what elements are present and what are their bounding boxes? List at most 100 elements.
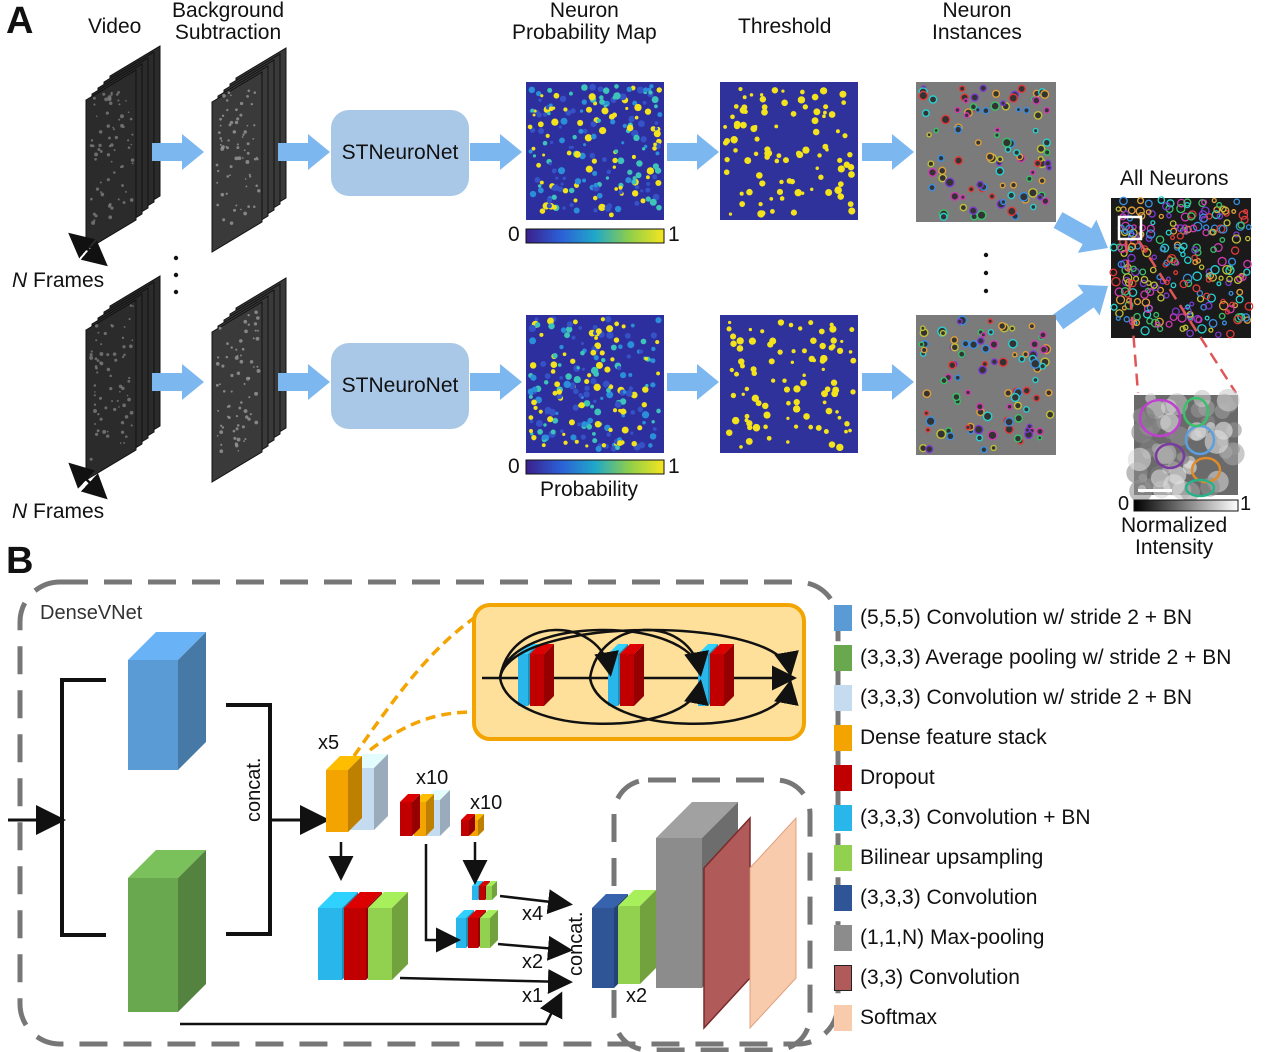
threshold-blob (825, 189, 833, 197)
threshold-blob (828, 111, 836, 118)
cube-top (400, 794, 420, 802)
stneuronet-label-bottom: STNeuroNet (341, 374, 459, 397)
cube-front (468, 918, 478, 948)
map-blob (631, 154, 636, 160)
instance-outline (990, 101, 1000, 111)
legend-swatch (834, 885, 852, 911)
frame-speck (229, 221, 234, 225)
frame-speck (94, 365, 98, 368)
map-blob (555, 411, 559, 415)
frame-speck (123, 441, 126, 444)
threshold-blob (848, 428, 852, 433)
frame-speck (111, 400, 114, 403)
cube-front (656, 838, 702, 988)
map-blob (642, 420, 646, 425)
instance-outline (968, 186, 975, 193)
frame-speck (256, 316, 260, 320)
map-blob (533, 405, 538, 411)
map-blob (656, 87, 662, 93)
map-blob (634, 103, 642, 112)
frame-speck (106, 153, 111, 157)
all-neurons-outline (1128, 288, 1138, 297)
frame-speck (227, 139, 230, 142)
map-blob (624, 332, 631, 339)
all-neurons-outline (1121, 305, 1127, 311)
frame-layer (211, 301, 263, 483)
frame-speck (102, 92, 106, 96)
threshold-blob (836, 443, 844, 452)
all-neurons-outline (1197, 324, 1207, 334)
threshold-blob (850, 389, 856, 395)
map-blob (536, 162, 542, 168)
frame-speck (118, 384, 123, 389)
callout-leader-top (352, 616, 476, 758)
all-neurons-outline (1140, 326, 1150, 336)
frame-speck (117, 198, 120, 201)
map-blob (590, 121, 597, 128)
map-blob (612, 165, 616, 169)
frame-speck (112, 126, 114, 129)
header-threshold: Threshold (738, 15, 832, 38)
frame-speck (237, 450, 240, 452)
all-neurons-outline (1243, 259, 1252, 269)
frame-speck (125, 99, 127, 102)
threshold-blob (738, 87, 743, 92)
frame-speck (222, 389, 226, 393)
map-blob (627, 341, 635, 349)
all-neurons-outline (1150, 220, 1156, 226)
all-neurons-outline (1163, 259, 1171, 267)
map-blob (608, 212, 614, 218)
map-blob (548, 106, 554, 112)
frame-speck (132, 305, 134, 307)
map-blob (656, 408, 661, 414)
threshold-blob (774, 124, 779, 129)
callout-skip-lower (498, 677, 709, 725)
threshold-blob (819, 87, 828, 95)
threshold-blob (811, 117, 819, 125)
threshold-blob (825, 407, 833, 415)
instance-outline (1009, 325, 1016, 332)
map-blob (596, 118, 601, 123)
map-blob (529, 362, 537, 369)
ellipsis-dot (173, 272, 179, 278)
all-neurons-outline (1166, 212, 1172, 219)
threshold-blob (730, 392, 737, 399)
probability-map-bottom (526, 315, 664, 453)
frame-speck (107, 95, 112, 100)
all-neurons-outline (1205, 276, 1212, 283)
video-stack-top (85, 45, 161, 251)
zoom-texture (1221, 442, 1245, 466)
map-blob (527, 124, 533, 130)
frame-speck (117, 91, 121, 94)
all-neurons-outline (1187, 212, 1196, 221)
frame-speck (239, 101, 244, 106)
instance-outline (1038, 177, 1046, 185)
map-blob (572, 134, 577, 140)
threshold-blob (793, 398, 800, 406)
threshold-blob (739, 191, 744, 196)
map-blob (573, 198, 578, 203)
all-neurons-outline (1229, 301, 1236, 308)
flow-arrow-top (862, 134, 914, 170)
all-neurons-outline (1186, 329, 1194, 338)
map-blob (553, 92, 560, 99)
all-neurons-outline (1198, 199, 1207, 208)
all-neurons-outline (1178, 246, 1186, 254)
threshold-blob (766, 435, 772, 441)
instance-outline (1023, 106, 1031, 114)
x10-label-b: x10 (470, 792, 503, 814)
threshold-blob (843, 161, 850, 168)
frame-speck (93, 219, 96, 222)
map-blob (528, 149, 533, 154)
threshold-blob (733, 122, 741, 130)
map-blob (643, 87, 649, 93)
frame-speck (92, 96, 96, 100)
map-blob (547, 87, 553, 93)
frame-speck (256, 365, 259, 368)
map-blob (622, 390, 627, 394)
all-neurons-outline (1191, 246, 1199, 254)
stneuronet-label-top: STNeuroNet (341, 141, 459, 164)
map-blob (606, 432, 611, 437)
frame-speck (93, 394, 96, 397)
map-blob (644, 108, 652, 115)
